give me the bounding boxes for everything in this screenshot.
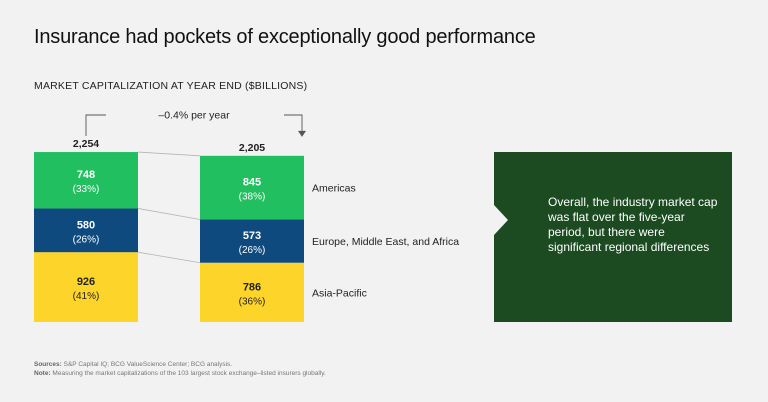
data-label-value: 580 [77, 219, 95, 231]
data-label-percent: (41%) [73, 291, 100, 302]
data-label-percent: (33%) [73, 184, 100, 195]
chart-subtitle: MARKET CAPITALIZATION AT YEAR END ($BILL… [34, 80, 308, 92]
bar-segment [200, 262, 304, 322]
sources-label: Sources: [34, 361, 62, 368]
annotation-bracket-left [85, 114, 106, 137]
legend-label: Europe, Middle East, and Africa [312, 236, 459, 248]
data-label-percent: (36%) [239, 296, 266, 307]
total-label: 2,205 [239, 142, 265, 154]
callout-box [494, 152, 732, 322]
bar-segment [34, 208, 138, 253]
bar-segment [200, 155, 304, 220]
bar-segment [34, 252, 138, 322]
data-label-percent: (26%) [239, 245, 266, 256]
sources-text: S&P Capital IQ; BCG ValueScience Center;… [63, 361, 233, 368]
footer-sources: Sources: S&P Capital IQ; BCG ValueScienc… [34, 360, 326, 369]
chart-title: Insurance had pockets of exceptionally g… [34, 26, 536, 48]
data-label-percent: (26%) [73, 234, 100, 245]
data-label-value: 748 [77, 169, 95, 181]
data-label-percent: (38%) [239, 192, 266, 203]
annotation-bracket-right [284, 114, 303, 135]
callout-notch [494, 205, 508, 235]
callout-text: Overall, the industry market cap was fla… [548, 195, 718, 254]
bar-segment [34, 152, 138, 209]
footer-note: Note: Measuring the market capitalizatio… [34, 369, 326, 378]
data-label-value: 926 [77, 276, 95, 288]
connector-line [137, 151, 201, 157]
annotation-arrowhead [298, 130, 306, 137]
connector-line [137, 208, 201, 220]
note-text: Measuring the market capitalizations of … [52, 370, 326, 377]
legend-label: Asia-Pacific [312, 287, 367, 299]
total-label: 2,254 [73, 138, 99, 150]
footer: Sources: S&P Capital IQ; BCG ValueScienc… [34, 360, 326, 378]
legend-label: Americas [312, 183, 356, 195]
data-label-value: 573 [243, 230, 261, 242]
note-label: Note: [34, 370, 51, 377]
data-label-value: 786 [243, 281, 261, 293]
connector-line [137, 251, 201, 264]
change-annotation: –0.4% per year [158, 110, 230, 122]
bar-segment [200, 219, 304, 263]
data-label-value: 845 [243, 177, 261, 189]
